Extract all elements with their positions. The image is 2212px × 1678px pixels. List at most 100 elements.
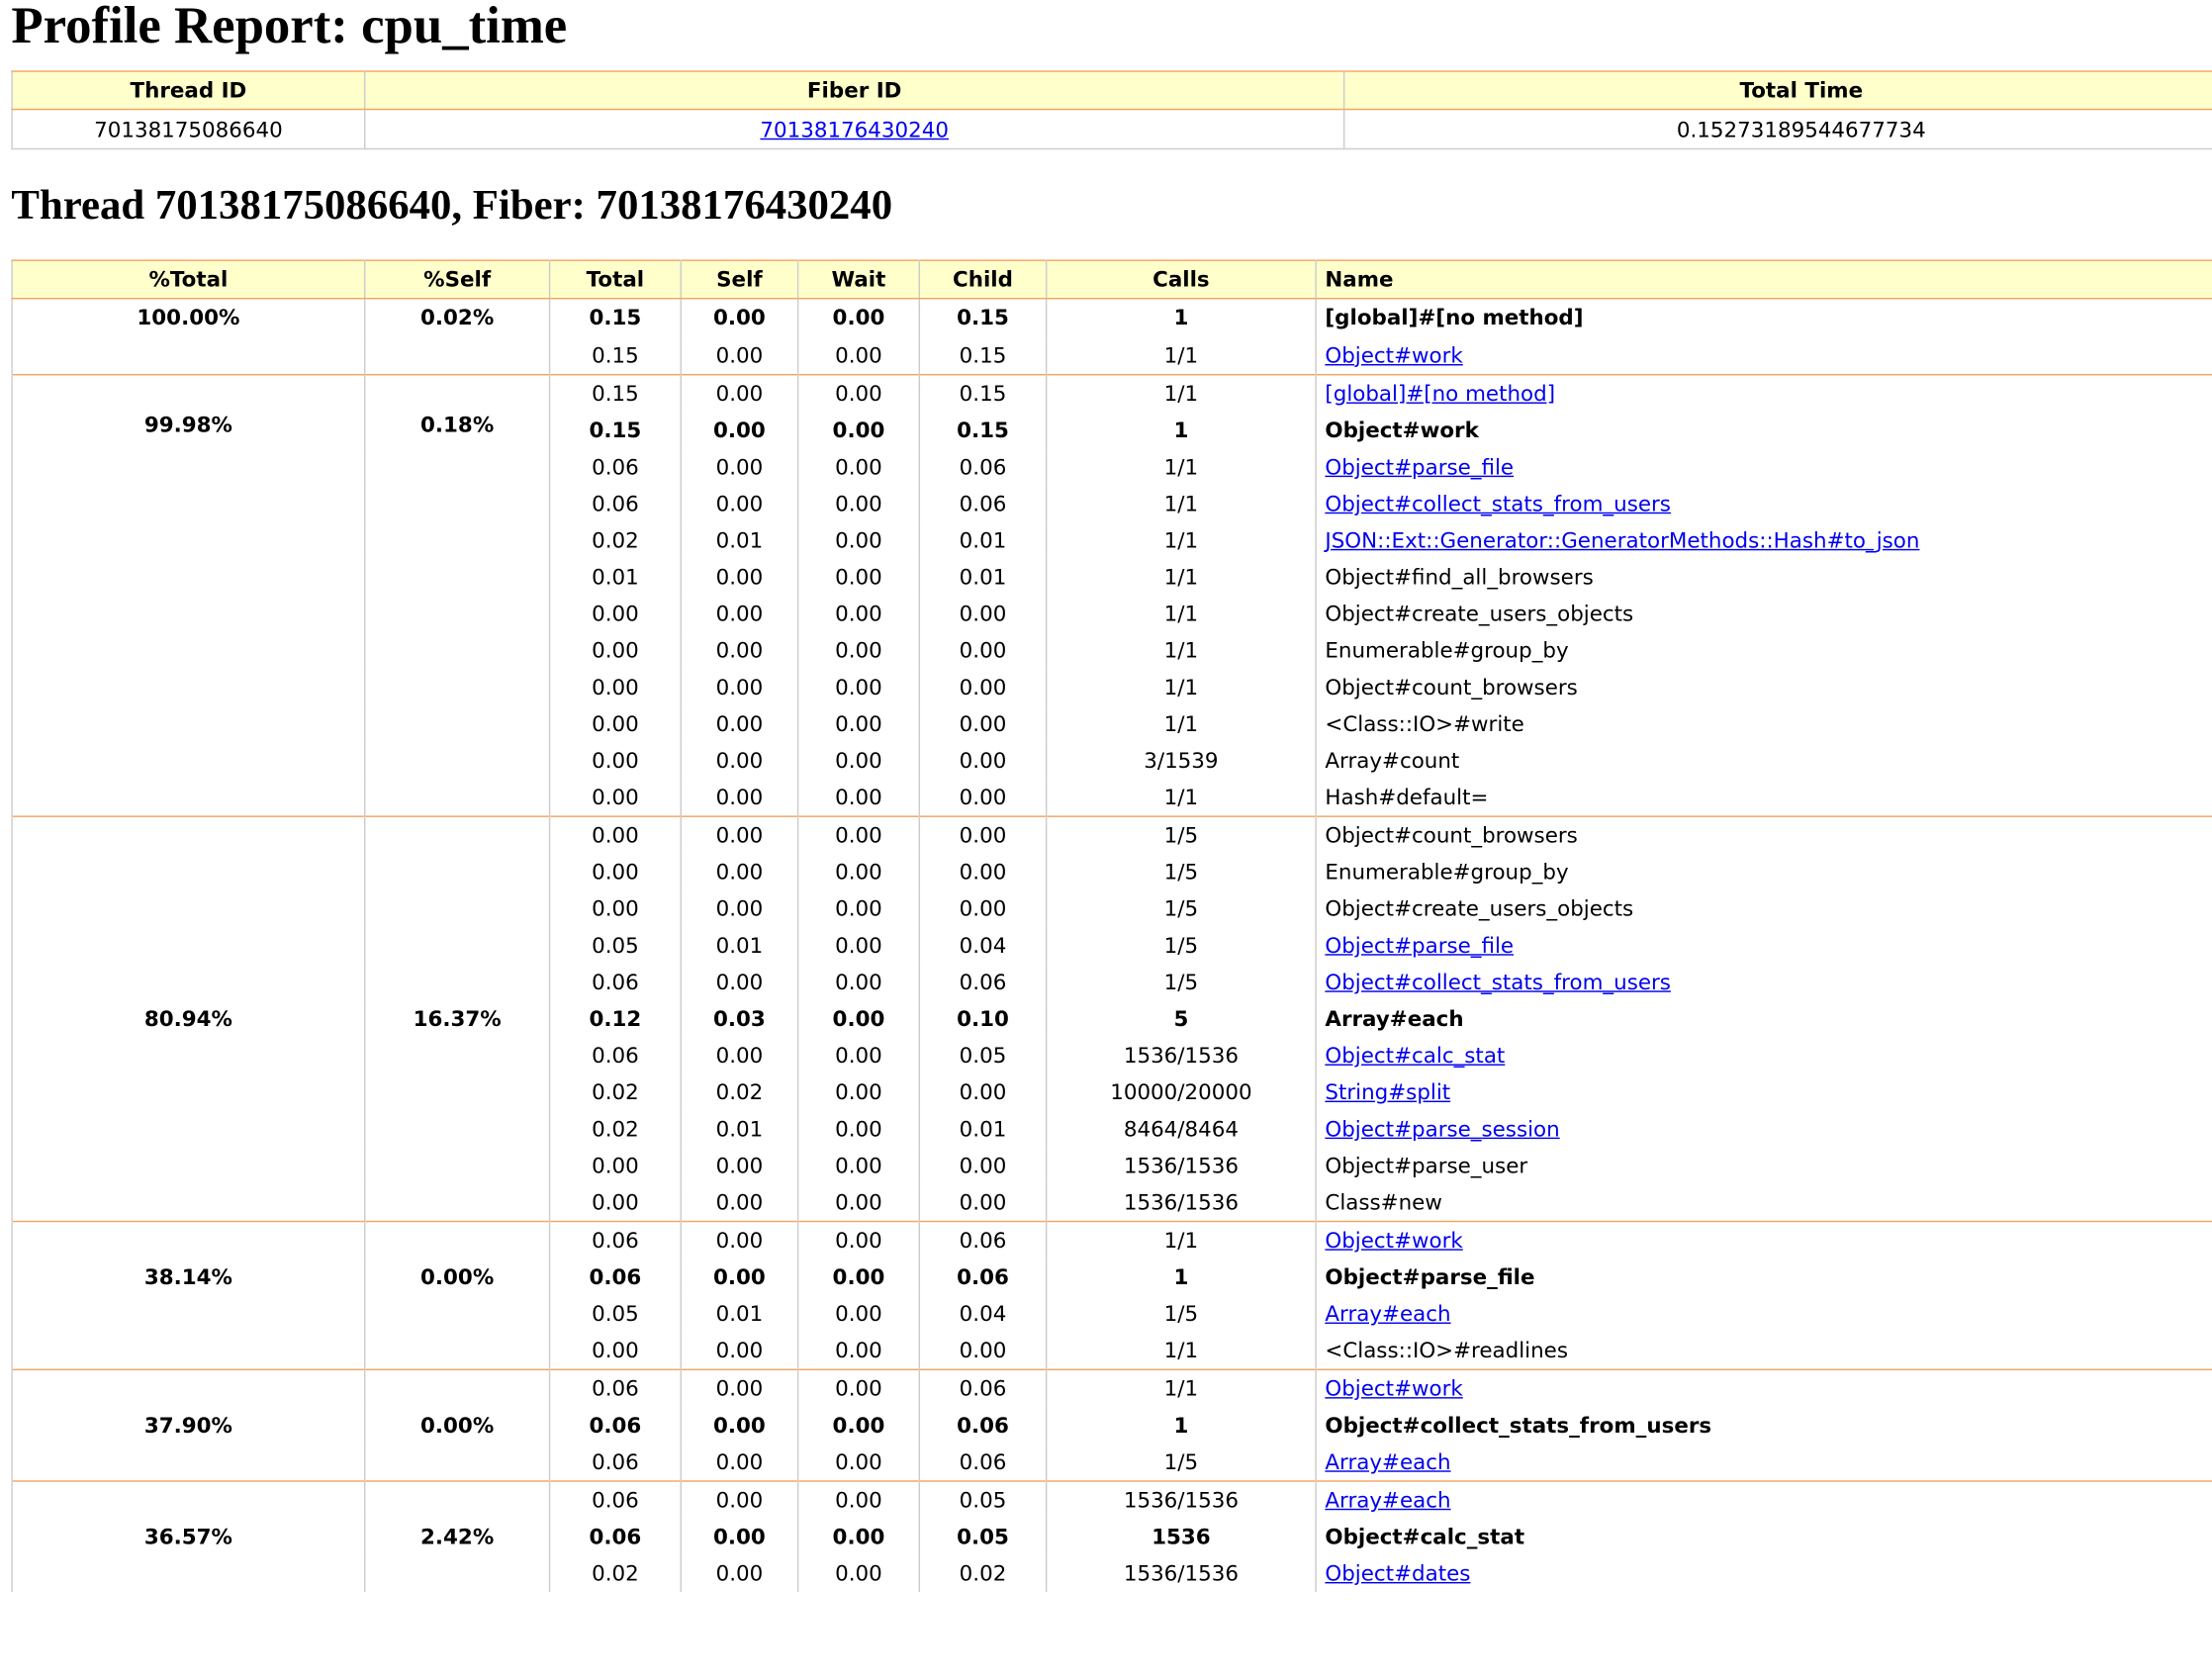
child-cell: 0.00 bbox=[918, 890, 1048, 928]
child-cell: 0.00 bbox=[918, 1073, 1048, 1111]
wait-cell: 0.00 bbox=[796, 1110, 921, 1148]
child-cell: 0.00 bbox=[918, 632, 1048, 670]
total-cell: 0.15 bbox=[548, 374, 682, 413]
fiber-id-cell: 70138176430240 bbox=[364, 108, 1345, 150]
method-link[interactable]: Object#work bbox=[1325, 1227, 1463, 1254]
self-cell: 0.00 bbox=[680, 705, 799, 743]
method-link[interactable]: Object#work bbox=[1325, 1375, 1463, 1402]
total-time-cell: 0.15273189544677734 bbox=[1342, 108, 2212, 150]
wait-cell: 0.00 bbox=[796, 927, 921, 965]
method-link[interactable]: Array#each bbox=[1325, 1448, 1451, 1475]
child-cell: 0.02 bbox=[918, 1554, 1048, 1592]
method-link[interactable]: Object#collect_stats_from_users bbox=[1325, 491, 1671, 517]
thread-table-header-row: Thread ID Fiber ID Total Time bbox=[11, 70, 2212, 111]
total-cell: 0.00 bbox=[548, 669, 682, 706]
calls-cell: 1/5 bbox=[1045, 927, 1317, 965]
calls-cell: 1/1 bbox=[1045, 1220, 1317, 1259]
calls-cell: 1 bbox=[1045, 1407, 1317, 1445]
calls-cell: 1 bbox=[1045, 1258, 1317, 1296]
header-total: Total bbox=[548, 259, 682, 300]
wait-cell: 0.00 bbox=[796, 448, 921, 486]
total-cell: 0.00 bbox=[548, 742, 682, 780]
self-cell: 0.00 bbox=[680, 1220, 799, 1259]
self-cell: 0.00 bbox=[680, 1368, 799, 1408]
method-link[interactable]: Object#parse_file bbox=[1325, 454, 1515, 480]
method-link[interactable]: Array#each bbox=[1325, 1301, 1451, 1327]
total-cell: 0.15 bbox=[548, 412, 682, 449]
self-cell: 0.01 bbox=[680, 521, 799, 559]
total-cell: 0.05 bbox=[548, 927, 682, 965]
header-calls: Calls bbox=[1045, 259, 1317, 300]
method-link[interactable]: Object#work bbox=[1325, 342, 1463, 368]
total-cell: 0.05 bbox=[548, 1295, 682, 1333]
self-cell: 0.00 bbox=[680, 779, 799, 817]
method-name-cell: Object#calc_stat bbox=[1315, 1037, 2212, 1074]
pct-self-cell: 2.42% bbox=[364, 1480, 551, 1592]
header-thread-id: Thread ID bbox=[11, 70, 366, 111]
total-cell: 0.06 bbox=[548, 1480, 682, 1519]
total-cell: 0.00 bbox=[548, 705, 682, 743]
self-cell: 0.00 bbox=[680, 412, 799, 449]
table-row: 0.02 0.01 0.00 0.01 1/1 JSON::Ext::Generator:… bbox=[12, 521, 2212, 559]
wait-cell: 0.00 bbox=[796, 1332, 921, 1370]
table-row: 0.05 0.01 0.00 0.04 1/5 Object#parse_file bbox=[12, 927, 2212, 965]
child-cell: 0.06 bbox=[918, 1444, 1048, 1482]
self-cell: 0.01 bbox=[680, 927, 799, 965]
child-cell: 0.00 bbox=[918, 779, 1048, 817]
self-cell: 0.00 bbox=[680, 1183, 799, 1222]
method-link[interactable]: [global]#[no method] bbox=[1325, 381, 1556, 407]
calls-cell: 1/5 bbox=[1045, 815, 1317, 854]
calls-cell: 1/1 bbox=[1045, 336, 1317, 375]
child-cell: 0.05 bbox=[918, 1037, 1048, 1074]
method-link[interactable]: JSON::Ext::Generator::GeneratorMethods::… bbox=[1325, 527, 1920, 554]
calls-cell: 8464/8464 bbox=[1045, 1110, 1317, 1148]
page-title: Profile Report: cpu_time bbox=[11, 0, 568, 55]
table-row: 0.06 0.00 0.00 0.05 1536/1536 Object#calc_sta… bbox=[12, 1037, 2212, 1074]
method-name-cell: Object#calc_stat bbox=[1315, 1518, 2212, 1555]
wait-cell: 0.00 bbox=[796, 595, 921, 633]
calls-cell: 1/1 bbox=[1045, 632, 1317, 670]
child-cell: 0.06 bbox=[918, 1258, 1048, 1296]
pct-self-cell: 0.02% bbox=[364, 297, 551, 375]
total-cell: 0.00 bbox=[548, 815, 682, 854]
method-link[interactable]: String#split bbox=[1325, 1079, 1451, 1105]
table-row: 36.57% 2.42% 0.06 0.00 0.00 0.05 1536/1536 Arra… bbox=[11, 1480, 2212, 1592]
pct-self-cell: 0.00% bbox=[364, 1220, 551, 1370]
method-name-cell: Object#work bbox=[1315, 1368, 2212, 1408]
method-name-cell: Object#create_users_objects bbox=[1315, 890, 2212, 928]
calls-cell: 1 bbox=[1045, 412, 1317, 449]
method-link[interactable]: Object#parse_file bbox=[1325, 932, 1515, 959]
self-cell: 0.00 bbox=[680, 1554, 799, 1592]
table-row: 0.00 0.00 0.00 0.00 1/1 Object#count_browsers bbox=[12, 669, 2212, 706]
self-cell: 0.00 bbox=[680, 853, 799, 891]
method-link[interactable]: Object#parse_session bbox=[1325, 1116, 1560, 1142]
table-row: 0.15 0.00 0.00 0.15 1 Object#work bbox=[12, 412, 2212, 449]
self-cell: 0.00 bbox=[680, 448, 799, 486]
child-cell: 0.00 bbox=[918, 1183, 1048, 1222]
table-row: 0.00 0.00 0.00 0.00 1/5 Object#create_users_o… bbox=[12, 890, 2212, 928]
method-link[interactable]: Object#collect_stats_from_users bbox=[1325, 969, 1671, 995]
calls-cell: 1/1 bbox=[1045, 595, 1317, 633]
method-name-cell: Object#parse_session bbox=[1315, 1110, 2212, 1148]
method-link[interactable]: Object#calc_stat bbox=[1325, 1043, 1506, 1069]
method-link[interactable]: Array#each bbox=[1325, 1487, 1451, 1514]
wait-cell: 0.00 bbox=[796, 853, 921, 891]
total-cell: 0.02 bbox=[548, 1073, 682, 1111]
self-cell: 0.00 bbox=[680, 1480, 799, 1519]
method-link[interactable]: Object#dates bbox=[1325, 1560, 1471, 1587]
table-row: 0.00 0.00 0.00 0.00 1/1 Enumerable#group_by bbox=[12, 632, 2212, 670]
total-cell: 0.00 bbox=[548, 595, 682, 633]
method-name-cell: Object#count_browsers bbox=[1315, 669, 2212, 706]
child-cell: 0.15 bbox=[918, 374, 1048, 413]
wait-cell: 0.00 bbox=[796, 669, 921, 706]
calls-cell: 1/5 bbox=[1045, 1444, 1317, 1482]
header-self: Self bbox=[680, 259, 799, 300]
wait-cell: 0.00 bbox=[796, 297, 921, 337]
fiber-id-link[interactable]: 70138176430240 bbox=[760, 116, 949, 142]
total-cell: 0.00 bbox=[548, 632, 682, 670]
self-cell: 0.01 bbox=[680, 1295, 799, 1333]
self-cell: 0.00 bbox=[680, 669, 799, 706]
table-row: 0.00 0.00 0.00 0.00 1536/1536 Object#parse_us… bbox=[12, 1147, 2212, 1184]
total-cell: 0.06 bbox=[548, 1220, 682, 1259]
wait-cell: 0.00 bbox=[796, 558, 921, 596]
